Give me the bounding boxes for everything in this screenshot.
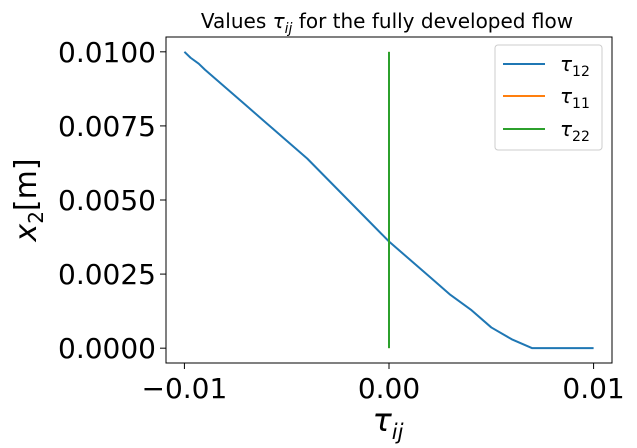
y-tick-label: 0.0000 xyxy=(58,332,156,365)
legend-label: τ12 xyxy=(560,52,590,80)
x-axis-label-subscript: ij xyxy=(392,420,404,444)
legend-label: τ22 xyxy=(560,117,590,145)
y-axis-label-symbol: x xyxy=(9,224,44,243)
series-line-1 xyxy=(183,51,594,350)
legend: τ12 τ11 τ22 xyxy=(494,44,603,151)
x-tick-label: 0.01 xyxy=(562,372,624,405)
legend-label-subscript: 12 xyxy=(572,64,590,80)
legend-entry: τ12 xyxy=(503,52,590,80)
x-tick-label: 0.00 xyxy=(358,372,420,405)
chart-title-suffix: for the fully developed flow xyxy=(292,9,573,33)
y-axis-label-unit: [m] xyxy=(9,158,44,211)
legend-entry: τ11 xyxy=(503,84,590,112)
legend-entry: τ22 xyxy=(503,117,590,145)
y-tick-label: 0.0075 xyxy=(58,110,156,143)
legend-label-symbol: τ xyxy=(560,84,573,108)
y-tick-label: 0.0050 xyxy=(58,184,156,217)
chart-title-symbol: τ xyxy=(273,9,286,33)
y-tick-label: 0.0025 xyxy=(58,258,156,291)
legend-label-subscript: 11 xyxy=(572,96,590,112)
legend-label-subscript: 22 xyxy=(572,129,590,145)
x-axis-label: τij xyxy=(373,401,404,444)
legend-label: τ11 xyxy=(560,84,590,112)
chart-title-subscript: ij xyxy=(285,21,293,37)
y-axis-label: x2[m] xyxy=(9,158,48,242)
legend-box xyxy=(494,44,603,151)
series-layer xyxy=(183,51,594,350)
y-axis-ticks: 0.0000 0.0025 0.0050 0.0075 0.0100 xyxy=(58,36,166,365)
x-axis-label-symbol: τ xyxy=(373,401,393,439)
y-axis-label-subscript: 2 xyxy=(24,211,48,224)
x-tick-label: −0.01 xyxy=(142,372,228,405)
x-axis-ticks: −0.01 0.00 0.01 xyxy=(142,363,625,405)
legend-label-symbol: τ xyxy=(560,117,573,141)
chart-title-prefix: Values xyxy=(201,9,273,33)
y-tick-label: 0.0100 xyxy=(58,36,156,69)
chart-title: Values τij for the fully developed flow xyxy=(201,9,573,37)
legend-label-symbol: τ xyxy=(560,52,573,76)
